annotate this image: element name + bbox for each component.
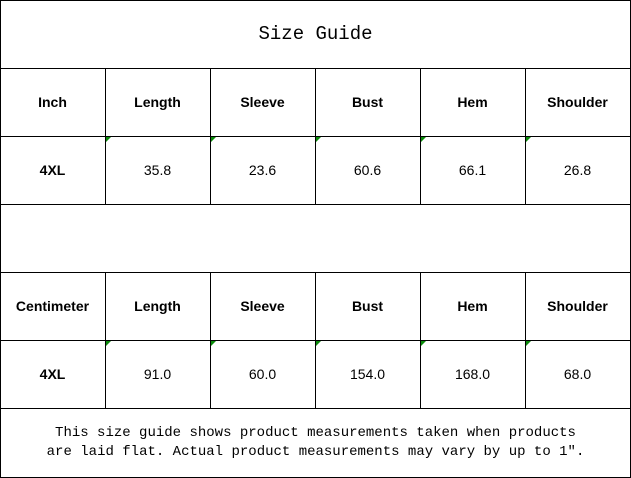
measurement-cell: 23.6 [248, 162, 277, 178]
grid-line [0, 204, 631, 205]
grid-line [105, 68, 106, 204]
header-cell: Length [134, 298, 181, 314]
measurement-cell: 26.8 [563, 162, 592, 178]
measurement-cell: 91.0 [143, 366, 172, 382]
grid-line [525, 272, 526, 408]
grid-line [105, 272, 106, 408]
cell-indicator-icon [421, 137, 426, 142]
header-cell: Centimeter [15, 298, 90, 314]
header-cell: Shoulder [547, 298, 608, 314]
header-cell: Hem [457, 298, 488, 314]
grid-line [210, 272, 211, 408]
cell-indicator-icon [106, 137, 111, 142]
size-label-cell: 4XL [39, 162, 66, 178]
cell-indicator-icon [316, 137, 321, 142]
grid-line [315, 272, 316, 408]
header-cell: Shoulder [547, 94, 608, 110]
measurement-cell: 66.1 [458, 162, 487, 178]
size-label-cell: 4XL [39, 366, 66, 382]
header-cell: Bust [351, 94, 384, 110]
note-line-1: This size guide shows product measuremen… [55, 425, 576, 441]
grid-line [0, 0, 1, 478]
header-cell: Length [134, 94, 181, 110]
measurement-cell: 168.0 [454, 366, 491, 382]
cell-indicator-icon [211, 341, 216, 346]
page-title: Size Guide [258, 23, 373, 45]
measurement-cell: 60.6 [353, 162, 382, 178]
cell-indicator-icon [106, 341, 111, 346]
cell-indicator-icon [526, 137, 531, 142]
grid-line [0, 408, 631, 409]
cell-indicator-icon [421, 341, 426, 346]
cell-indicator-icon [316, 341, 321, 346]
measurement-cell: 154.0 [349, 366, 386, 382]
cell-indicator-icon [526, 341, 531, 346]
header-cell: Sleeve [240, 298, 285, 314]
measurement-cell: 35.8 [143, 162, 172, 178]
cell-indicator-icon [211, 137, 216, 142]
note-line-2: are laid flat. Actual product measuremen… [46, 444, 585, 460]
grid-line [0, 0, 631, 1]
measurement-cell: 68.0 [563, 366, 592, 382]
header-cell: Bust [351, 298, 384, 314]
header-cell: Sleeve [240, 94, 285, 110]
header-cell: Inch [38, 94, 67, 110]
grid-line [420, 272, 421, 408]
measurement-cell: 60.0 [248, 366, 277, 382]
grid-line [315, 68, 316, 204]
grid-line [525, 68, 526, 204]
header-cell: Hem [457, 94, 488, 110]
grid-line [210, 68, 211, 204]
measurement-note: This size guide shows product measuremen… [0, 408, 631, 478]
grid-line [420, 68, 421, 204]
